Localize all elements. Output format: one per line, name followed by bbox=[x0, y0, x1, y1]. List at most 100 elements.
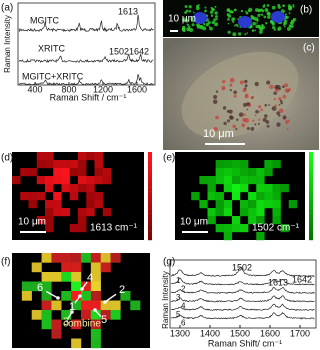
pixel bbox=[28, 192, 37, 201]
particle bbox=[238, 112, 244, 117]
pixel bbox=[12, 176, 21, 185]
pixel bbox=[207, 176, 216, 185]
particle bbox=[282, 94, 287, 99]
pixel bbox=[21, 291, 32, 301]
spectrum bbox=[170, 266, 315, 277]
pixel bbox=[41, 291, 52, 301]
particle bbox=[229, 77, 235, 83]
pixel bbox=[248, 176, 257, 185]
pixel bbox=[41, 272, 52, 282]
panel-label: (e) bbox=[163, 153, 175, 164]
particle bbox=[228, 109, 233, 114]
fluorescence bbox=[245, 11, 249, 15]
particle bbox=[221, 80, 226, 84]
spot-label: 3 bbox=[63, 316, 69, 328]
colorbar bbox=[309, 156, 313, 161]
pixel bbox=[81, 291, 92, 301]
pixel bbox=[280, 224, 289, 233]
fluorescence bbox=[292, 5, 295, 8]
pixel bbox=[81, 300, 92, 311]
pixel bbox=[100, 300, 111, 311]
colorbar bbox=[148, 187, 152, 192]
pixel bbox=[69, 160, 79, 169]
arrow-head bbox=[56, 296, 60, 300]
fluorescence bbox=[272, 25, 276, 30]
fluorescence bbox=[226, 13, 230, 17]
particle bbox=[258, 105, 262, 109]
fluorescence bbox=[186, 23, 189, 26]
colorbar bbox=[148, 204, 152, 210]
fluorescence bbox=[252, 21, 257, 26]
fluorescence bbox=[265, 22, 268, 25]
fluorescence bbox=[238, 32, 242, 36]
particle bbox=[246, 127, 250, 131]
pixel bbox=[61, 160, 70, 169]
colorbar bbox=[309, 209, 313, 214]
pixel bbox=[90, 262, 101, 273]
spectrum bbox=[170, 311, 315, 320]
peak-label: 1642 bbox=[129, 46, 149, 56]
colorbar bbox=[309, 218, 313, 223]
colorbar bbox=[309, 191, 313, 197]
pixel bbox=[240, 160, 249, 169]
fluorescence bbox=[254, 29, 257, 32]
pixel bbox=[102, 168, 112, 177]
pixel bbox=[71, 272, 82, 282]
particle bbox=[242, 117, 247, 122]
pixel bbox=[110, 310, 121, 320]
pixel bbox=[86, 200, 95, 209]
particle bbox=[244, 87, 247, 90]
particle bbox=[239, 80, 244, 85]
band-label: 1613 cm⁻¹ bbox=[90, 223, 138, 234]
fluorescence bbox=[255, 24, 259, 29]
pixel bbox=[36, 152, 46, 161]
pixel bbox=[223, 224, 233, 233]
pixel bbox=[90, 319, 101, 330]
particle bbox=[260, 108, 264, 111]
fluorescence bbox=[232, 32, 237, 37]
colorbar bbox=[148, 218, 152, 223]
peak-label: 1613 bbox=[118, 6, 138, 16]
particle bbox=[244, 84, 248, 88]
scale-label: 10 μm bbox=[18, 217, 46, 228]
pixel bbox=[272, 216, 281, 225]
pixel bbox=[86, 184, 95, 193]
fluorescence bbox=[266, 11, 271, 16]
y-axis-label: Raman Intensity bbox=[161, 271, 170, 329]
pixel bbox=[45, 208, 54, 217]
fluorescence bbox=[261, 25, 265, 30]
pixel bbox=[31, 310, 42, 320]
fluorescence bbox=[264, 8, 269, 12]
particle bbox=[258, 110, 261, 113]
x-tick-label: 1300 bbox=[170, 328, 190, 338]
colorbar bbox=[309, 222, 313, 227]
cell bbox=[181, 51, 299, 139]
pixel bbox=[223, 168, 233, 177]
pixel bbox=[45, 216, 54, 225]
pixel bbox=[288, 200, 298, 209]
fluorescence bbox=[215, 18, 218, 21]
particle bbox=[226, 109, 230, 113]
pixel bbox=[256, 176, 265, 185]
colorbar bbox=[309, 213, 313, 219]
fluorescence bbox=[188, 25, 191, 29]
fluorescence bbox=[232, 20, 235, 23]
fluorescence bbox=[185, 9, 189, 13]
particle bbox=[243, 102, 248, 107]
x-axis-label: Raman Shift/ cm⁻¹ bbox=[208, 338, 282, 348]
pixel bbox=[256, 168, 265, 177]
panel-label: (c) bbox=[303, 43, 315, 54]
pixel bbox=[86, 192, 95, 201]
pixel bbox=[256, 208, 265, 217]
pixel bbox=[71, 291, 82, 301]
pixel bbox=[272, 192, 281, 201]
pixel bbox=[71, 300, 82, 311]
pixel bbox=[102, 176, 112, 185]
pixel bbox=[215, 208, 224, 217]
colorbar bbox=[148, 222, 152, 227]
pixel bbox=[78, 160, 87, 169]
fluorescence bbox=[182, 17, 187, 22]
pixel bbox=[272, 184, 281, 193]
fluorescence bbox=[181, 28, 186, 32]
